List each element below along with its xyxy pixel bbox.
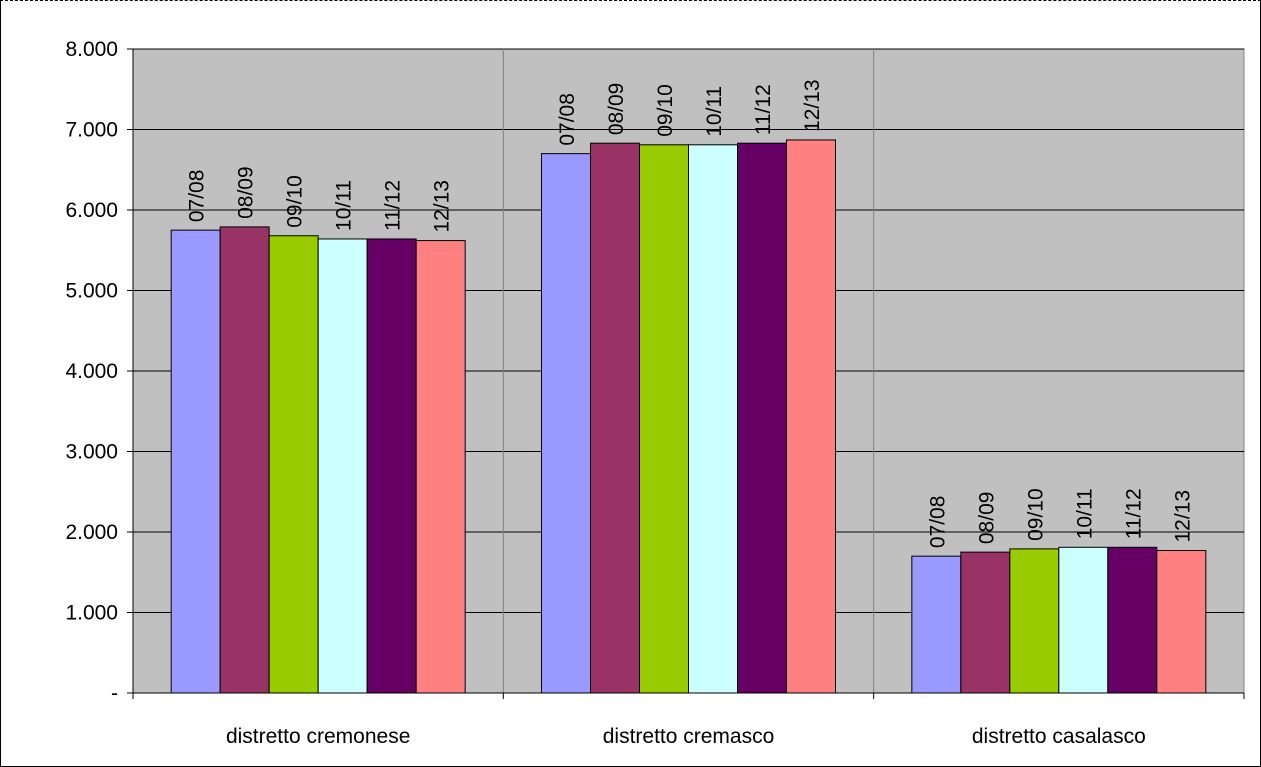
bar [737, 142, 787, 694]
y-tick-label: - [111, 682, 118, 705]
bar-data-label: 07/08 [556, 93, 579, 146]
bar-data-label: 11/12 [382, 180, 405, 231]
bar [1156, 550, 1207, 694]
y-tick-label: 4.000 [65, 360, 118, 383]
bar [317, 238, 368, 694]
bar [639, 144, 689, 694]
y-tick-label: 5.000 [65, 280, 118, 303]
y-tick-label: 1.000 [65, 602, 118, 625]
axes [127, 48, 1245, 699]
bar-data-label: 08/09 [605, 83, 628, 136]
bar-data-label: 07/08 [186, 170, 209, 223]
bar [960, 551, 1011, 694]
bar-data-label: 11/12 [1122, 488, 1145, 539]
bar [366, 238, 417, 694]
bar-data-label: 12/13 [1171, 490, 1194, 543]
bar-data-label: 12/13 [431, 180, 454, 233]
bar [415, 240, 466, 694]
bar [688, 144, 738, 694]
bar [1058, 546, 1109, 694]
bar-data-label: 10/11 [703, 86, 726, 137]
bar [541, 153, 591, 694]
category-label: distretto cremonese [226, 725, 410, 748]
bar-data-label: 10/11 [333, 180, 356, 231]
bar [1107, 546, 1158, 694]
y-tick-label: 6.000 [65, 199, 118, 222]
category-label: distretto casalasco [972, 725, 1146, 748]
bar [911, 555, 962, 694]
bar-data-label: 07/08 [926, 496, 949, 549]
bar [219, 226, 270, 694]
bar [268, 235, 319, 694]
bar [590, 142, 640, 694]
bar-data-labels: 07/08 08/09 09/10 10/11 11/12 12/13 07/08 08/09… [186, 79, 1195, 548]
x-category-labels: distretto cremonese distretto cremasco dis… [226, 725, 1146, 748]
bar [786, 139, 836, 694]
bar-data-label: 09/10 [654, 84, 677, 137]
y-tick-labels: - 1.000 2.000 3.000 4.000 5.000 6.000 7.000 8.00… [65, 38, 118, 705]
bar-data-label: 09/10 [1024, 488, 1047, 541]
bar-data-label: 08/09 [235, 166, 258, 219]
category-label: distretto cremasco [603, 725, 775, 748]
bar-data-label: 09/10 [284, 175, 307, 228]
bar-data-label: 08/09 [975, 492, 998, 545]
y-tick-label: 8.000 [65, 38, 118, 61]
y-tick-label: 2.000 [65, 521, 118, 544]
y-tick-label: 3.000 [65, 441, 118, 464]
bar-data-label: 10/11 [1073, 488, 1096, 539]
bar-data-label: 12/13 [801, 79, 824, 132]
bar [1009, 548, 1060, 694]
bar-data-label: 11/12 [752, 84, 775, 135]
bar [170, 229, 221, 694]
y-tick-label: 7.000 [65, 119, 118, 142]
